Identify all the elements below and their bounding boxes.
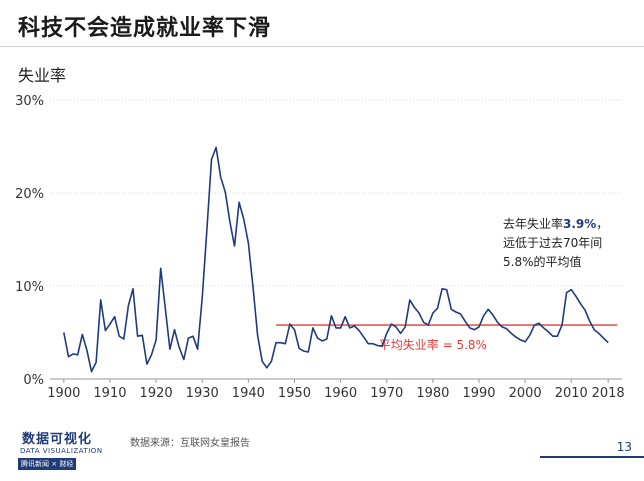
x-tick-label: 1950	[278, 386, 311, 401]
unemployment-line-chart: 0% 10% 20% 30% 1900 1910 1920 1930 1940 1950 1960 1…	[15, 94, 625, 401]
y-tick-label: 20%	[15, 187, 44, 202]
x-tick-label: 1960	[324, 386, 357, 401]
y-tick-label: 30%	[15, 94, 44, 109]
page-title: 科技不会造成就业率下滑	[18, 16, 272, 41]
y-axis-label: 失业率	[18, 66, 67, 85]
annotation-line-3: 5.8%的平均值	[503, 254, 582, 269]
average-label: 平均失业率 = 5.8%	[379, 337, 487, 352]
x-tick-label: 1990	[462, 386, 495, 401]
x-tick-label: 1980	[416, 386, 449, 401]
data-visualization-logo: 数据可视化 DATA VISUALIZATION 腾讯新闻 × 财经	[14, 426, 110, 472]
x-tick-label: 1920	[140, 386, 173, 401]
logo-main-text: 数据可视化	[22, 432, 93, 447]
title-divider	[0, 46, 644, 47]
x-tick-label: 2000	[509, 386, 542, 401]
x-tick-label: 1940	[232, 386, 265, 401]
x-tick-label: 1930	[186, 386, 219, 401]
x-tick-label: 2018	[592, 386, 625, 401]
unemployment-series-line	[63, 146, 609, 373]
logo-sub-text: DATA VISUALIZATION	[20, 447, 103, 455]
y-tick-label: 0%	[23, 373, 44, 388]
data-source-note: 数据来源：互联网女皇报告	[130, 438, 250, 449]
annotation-line-1: 去年失业率3.9%，	[503, 216, 608, 231]
x-tick-label: 1970	[370, 386, 403, 401]
page-number: 13	[616, 440, 632, 454]
page-number-rule	[540, 456, 644, 458]
x-tick-label: 2010	[555, 386, 588, 401]
y-tick-label: 10%	[15, 280, 44, 295]
logo-brand-text: 腾讯新闻 × 财经	[18, 458, 77, 470]
x-tick-label: 1910	[93, 386, 126, 401]
x-tick-label: 1900	[47, 386, 80, 401]
annotation-line-2: 远低于过去70年间	[503, 236, 602, 250]
